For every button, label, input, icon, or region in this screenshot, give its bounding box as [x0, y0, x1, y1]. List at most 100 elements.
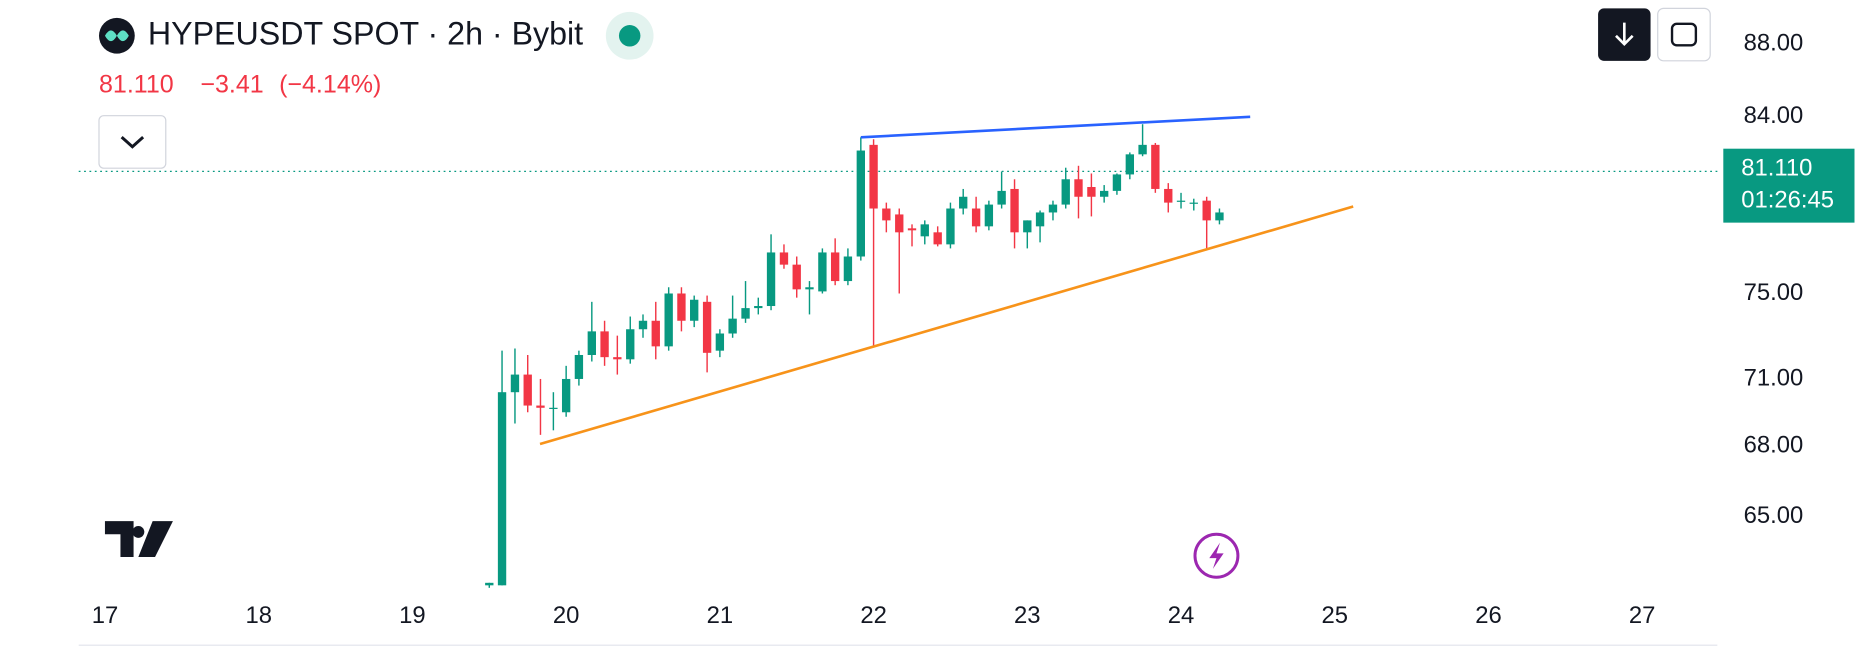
candle-body — [1202, 200, 1211, 221]
candle-body — [792, 264, 801, 290]
candle-body — [843, 256, 853, 282]
candle-body — [766, 252, 776, 307]
y-tick-label: 84.00 — [1744, 102, 1804, 129]
candle-body — [754, 306, 763, 309]
button-frame — [98, 115, 167, 169]
candle-body — [741, 308, 750, 319]
candle-body — [907, 228, 917, 231]
collapse-button[interactable] — [98, 115, 167, 169]
candle-body — [626, 329, 635, 360]
candle-body — [856, 150, 865, 257]
plot-area — [78, 115, 1718, 588]
candle-body — [984, 204, 994, 227]
last-price-tag-value: 81.110 — [1741, 154, 1812, 181]
last-price-tag — [1723, 148, 1855, 223]
candle-body — [1164, 188, 1173, 203]
frame-icon — [1670, 22, 1698, 47]
candle-body — [587, 331, 596, 355]
candle-body — [1023, 220, 1032, 233]
candle-body — [1010, 188, 1019, 233]
candle-body — [638, 320, 648, 330]
x-tick-label: 20 — [553, 602, 580, 629]
trend-line — [860, 115, 1251, 139]
y-tick-label: 75.00 — [1744, 279, 1804, 306]
tv-logo-dot — [132, 525, 145, 538]
bolt-icon — [1209, 542, 1224, 569]
candle-body — [779, 252, 789, 265]
candle-body — [1125, 154, 1135, 175]
alert-button[interactable] — [1193, 532, 1240, 579]
x-tick-label: 22 — [860, 602, 887, 629]
candle-body — [549, 407, 558, 409]
candle-body — [1189, 202, 1198, 204]
candle-body — [959, 196, 968, 209]
trend-line — [539, 205, 1354, 446]
last-price: 81.110 — [99, 70, 174, 98]
x-tick-label: 19 — [399, 602, 426, 629]
arrow-icon — [1615, 22, 1634, 46]
candle-body — [1048, 204, 1058, 213]
candle-body — [613, 357, 622, 360]
chart-title: HYPEUSDT SPOT · 2h · Bybit — [148, 15, 583, 51]
candle-body — [574, 354, 584, 379]
candle-body — [677, 293, 686, 321]
x-tick-label: 27 — [1629, 602, 1656, 629]
status-dot — [618, 25, 641, 47]
candle-body — [869, 144, 878, 209]
candle-body — [933, 232, 942, 245]
download-button[interactable] — [1598, 8, 1651, 61]
candle-body — [805, 287, 814, 290]
x-tick-label: 24 — [1168, 602, 1195, 629]
x-tick-label: 26 — [1475, 602, 1502, 629]
candle-body — [485, 582, 494, 586]
candle-body — [728, 318, 737, 334]
x-tick-label: 18 — [245, 602, 272, 629]
candle-body — [997, 190, 1006, 205]
y-tick-label: 88.00 — [1744, 30, 1804, 57]
candle-body — [600, 331, 609, 358]
candle-body — [920, 224, 929, 237]
candle-body — [715, 333, 725, 351]
candle-body — [1099, 190, 1109, 197]
candle-body — [971, 208, 981, 227]
price-change-pct: (−4.14%) — [279, 70, 381, 98]
candle-body — [882, 208, 891, 221]
candle-body — [1061, 179, 1070, 205]
candle-body — [830, 252, 840, 282]
candle-body — [1176, 200, 1186, 202]
candle-body — [664, 293, 673, 347]
x-tick-label: 17 — [92, 602, 119, 629]
price-change: −3.41 — [200, 70, 263, 98]
candle-body — [1215, 212, 1224, 221]
y-tick-label: 71.00 — [1744, 364, 1804, 391]
candle-body — [818, 252, 827, 292]
candle-body — [510, 374, 520, 393]
fullscreen-button[interactable] — [1657, 7, 1711, 62]
x-tick-label: 21 — [707, 602, 734, 629]
y-tick-label: 65.00 — [1744, 502, 1804, 529]
candle-body — [690, 299, 699, 321]
countdown: 01:26:45 — [1741, 186, 1834, 213]
candle-body — [523, 374, 532, 406]
button-frame — [1657, 7, 1711, 62]
candle-body — [1035, 212, 1045, 227]
tv-logo — [104, 521, 173, 557]
x-tick-label: 23 — [1014, 602, 1041, 629]
candle-body — [1112, 174, 1122, 191]
candle-body — [946, 208, 955, 245]
y-tick-label: 68.00 — [1744, 432, 1804, 459]
candle-body — [1138, 144, 1147, 155]
candle-body — [536, 405, 545, 408]
candle-body — [561, 378, 571, 413]
candle-body — [702, 301, 712, 353]
candle-body — [895, 214, 904, 233]
chevron — [120, 136, 145, 149]
candle-body — [1087, 187, 1096, 197]
candle-body — [497, 392, 507, 586]
x-tick-label: 25 — [1321, 602, 1348, 629]
symbol-icon-mark — [104, 30, 129, 42]
candle-body — [651, 320, 660, 347]
